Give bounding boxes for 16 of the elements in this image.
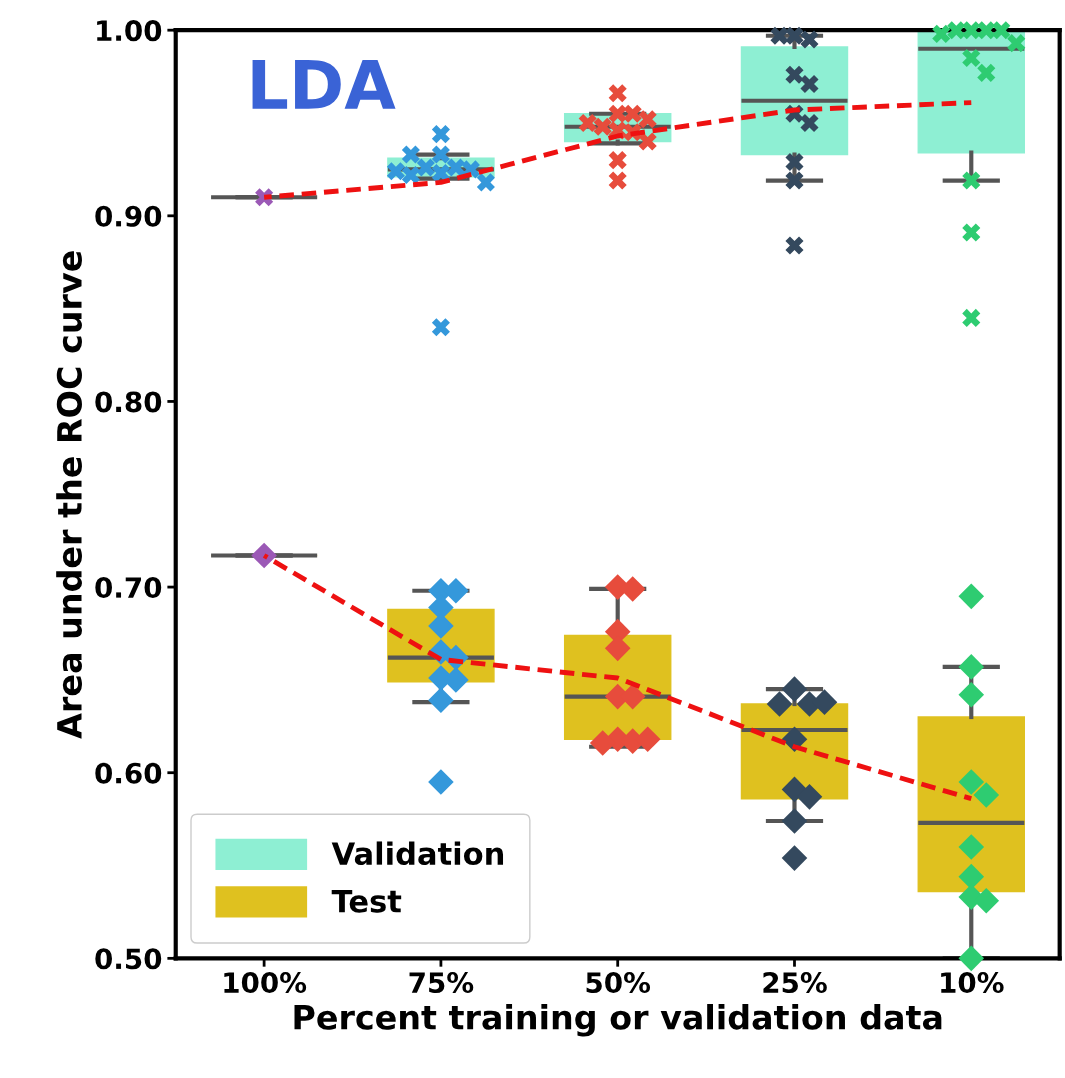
chart-title: LDA	[252, 60, 396, 109]
x-axis-title: Percent training or validation data	[294, 1003, 942, 1037]
x-tick-label: 100%	[224, 972, 307, 994]
y-tick-label: 0.80	[95, 391, 162, 413]
y-tick-label: 1.00	[97, 20, 162, 42]
y-tick-label: 0.90	[95, 205, 162, 227]
y-tick-label: 0.70	[95, 577, 162, 599]
x-tick-label: 50%	[586, 972, 651, 994]
x-tick-label: 25%	[763, 972, 827, 994]
y-tick-label: 0.60	[95, 762, 162, 784]
x-tick-label: 10%	[941, 972, 1004, 994]
y-axis-title: Area under the ROC curve	[56, 251, 82, 739]
y-tick-label: 0.50	[95, 948, 162, 970]
legend-label: Validation	[331, 841, 504, 866]
legend-label: Test	[331, 889, 402, 913]
x-tick-label: 75%	[409, 972, 474, 994]
